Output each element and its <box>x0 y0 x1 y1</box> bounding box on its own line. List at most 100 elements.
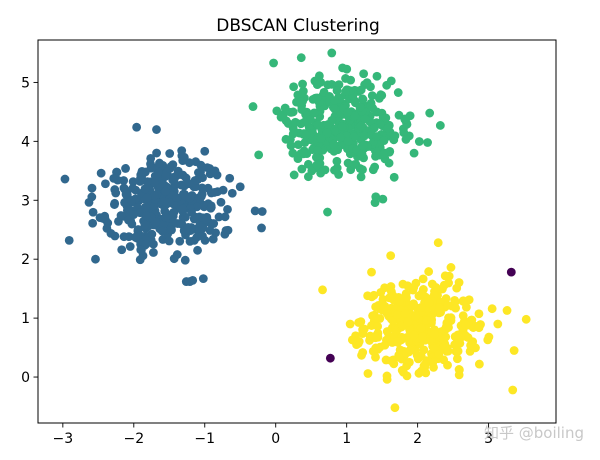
cluster-2-point <box>443 301 453 310</box>
y-tick-label: 5 <box>21 75 30 91</box>
cluster-2-point <box>418 332 427 342</box>
cluster-2-point <box>487 304 497 314</box>
cluster-1-point <box>338 63 347 73</box>
cluster-2-point <box>395 353 405 362</box>
cluster-0-point <box>202 214 211 224</box>
y-tick-label: 0 <box>21 370 30 386</box>
cluster-0-point <box>125 242 135 251</box>
cluster-0-point <box>159 197 169 207</box>
cluster-0-point <box>140 184 150 194</box>
cluster-0-point <box>209 219 219 228</box>
cluster-0-point <box>221 226 231 235</box>
cluster-0-point <box>120 197 130 207</box>
cluster-0-point <box>140 220 150 230</box>
cluster-0-point <box>141 239 151 249</box>
cluster-1-point <box>394 110 404 120</box>
cluster-1-point <box>357 149 367 159</box>
cluster-0-point <box>129 210 139 220</box>
cluster-2-point <box>424 267 434 276</box>
cluster-2-point <box>455 338 465 348</box>
cluster-0-point <box>202 163 212 173</box>
cluster-1-point <box>272 106 282 116</box>
cluster-0-point <box>203 183 213 193</box>
x-axis: −3 −2 −1 0 1 2 3 <box>53 423 493 447</box>
cluster-0-point <box>209 188 219 197</box>
cluster-1-point <box>312 160 322 170</box>
cluster-0-point <box>88 207 98 217</box>
cluster-0-point <box>185 193 195 203</box>
cluster-2-point <box>483 335 493 345</box>
cluster-2-point <box>386 251 396 261</box>
cluster-0-point <box>116 211 126 220</box>
cluster-1-point <box>372 71 382 81</box>
cluster-0-point <box>152 125 161 134</box>
cluster-2-point <box>357 350 366 360</box>
cluster-2-point <box>493 319 503 329</box>
cluster-1-point <box>423 138 432 147</box>
cluster-1-point <box>343 158 353 168</box>
y-axis: 0 1 2 3 4 5 <box>21 75 38 386</box>
y-tick-label: 2 <box>21 252 30 268</box>
cluster-0-point <box>193 245 202 255</box>
cluster-0-point <box>192 202 202 212</box>
cluster-1-point <box>330 165 339 175</box>
cluster-1-point <box>320 165 330 175</box>
cluster-1-point <box>435 121 445 130</box>
cluster-2-point <box>318 285 327 295</box>
cluster-0-point <box>154 168 164 178</box>
x-tick-label: −3 <box>53 431 74 447</box>
cluster-2-point <box>502 306 512 315</box>
cluster-1-point <box>359 131 369 141</box>
cluster-2-point <box>405 345 415 355</box>
cluster-1-point <box>293 140 303 150</box>
cluster-1-point <box>389 172 399 182</box>
cluster-2-point <box>461 320 470 330</box>
cluster-1-point <box>312 93 322 103</box>
cluster-0-point <box>84 198 94 207</box>
cluster-0-point <box>149 248 158 257</box>
cluster-1-point <box>327 80 337 89</box>
cluster-0-point <box>167 225 176 235</box>
cluster-0-point <box>181 277 191 286</box>
cluster-0-point <box>87 183 97 193</box>
cluster-0-point <box>64 235 74 245</box>
cluster-2-point <box>474 309 484 319</box>
cluster-0-point <box>150 178 160 188</box>
cluster-0-point <box>200 146 210 156</box>
cluster-1-point <box>371 192 381 202</box>
cluster-2-point <box>371 302 381 312</box>
cluster-1-point <box>254 150 264 160</box>
cluster-0-point <box>210 166 220 176</box>
cluster-0-point <box>177 151 187 161</box>
cluster-2-point <box>443 360 452 370</box>
cluster-2-point <box>451 346 461 356</box>
cluster-0-point <box>127 195 136 205</box>
cluster-2-point <box>421 359 430 369</box>
cluster-0-point <box>180 255 190 265</box>
cluster-0-point <box>218 185 228 195</box>
cluster-0-point <box>161 171 171 181</box>
cluster-2-point <box>427 315 437 325</box>
cluster-1-point <box>289 82 299 92</box>
cluster-0-point <box>198 274 208 284</box>
cluster-0-point <box>128 177 138 187</box>
cluster-1-point <box>330 96 339 106</box>
cluster-0-point <box>187 207 196 217</box>
cluster-2-point <box>433 238 443 248</box>
cluster-1-point <box>368 165 378 175</box>
cluster-1-point <box>313 146 322 156</box>
cluster-0-point <box>169 254 179 264</box>
cluster-0-point <box>149 239 158 249</box>
cluster-1-point <box>359 69 369 79</box>
cluster-0-point <box>206 202 216 212</box>
cluster-0-point <box>235 182 245 192</box>
cluster-2-point <box>373 322 383 331</box>
cluster-0-point <box>223 204 232 214</box>
cluster-1-point <box>298 79 307 89</box>
cluster-2-point <box>375 342 385 352</box>
cluster-2-point <box>430 330 439 340</box>
cluster-2-point <box>404 357 414 367</box>
y-tick-label: 4 <box>21 134 30 150</box>
cluster-2-point <box>409 330 419 340</box>
cluster-1-point <box>293 90 303 100</box>
